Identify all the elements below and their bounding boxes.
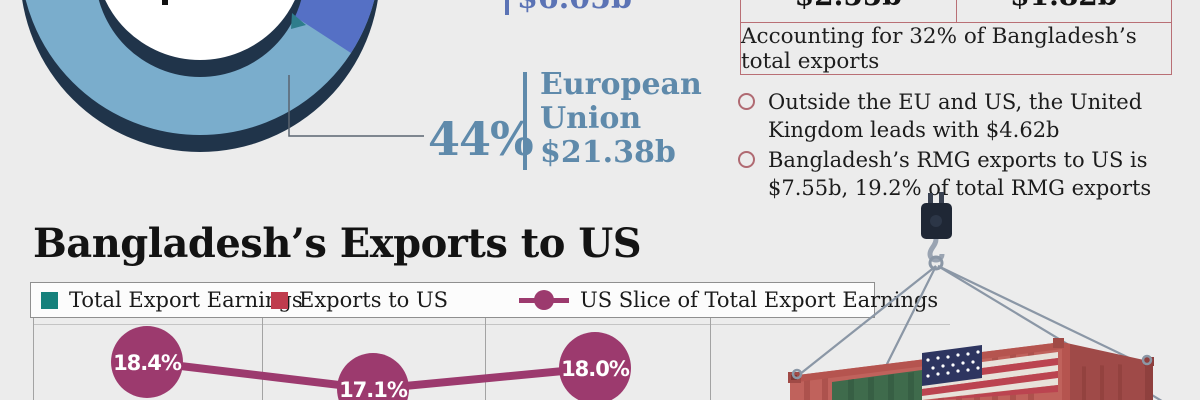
container-body <box>788 338 1154 400</box>
cropped-callout-value: $6.05b <box>517 0 632 16</box>
gridline-4 <box>710 318 711 400</box>
donut-chart <box>22 0 424 152</box>
svg-text:17.1%: 17.1% <box>339 378 408 400</box>
legend-label-total-export: Total Export Earnings <box>69 288 303 312</box>
stats-cell-2: $1.82b <box>955 0 1172 22</box>
callout-divider <box>523 72 527 170</box>
legend-label-exports-to-us: Exports to US <box>299 288 449 312</box>
section-title: Bangladesh’s Exports to US <box>33 220 642 267</box>
bullet-circle-icon <box>738 151 755 168</box>
us-flag <box>922 345 1058 400</box>
callout-value: $21.38b <box>540 135 676 170</box>
data-point-1: 18.4% <box>111 326 183 398</box>
red-swatch-icon <box>271 291 288 309</box>
bullet-1-line1: Outside the EU and US, the United <box>768 90 1143 114</box>
legend-item-us-slice: US Slice of Total Export Earnings <box>519 283 938 317</box>
data-point-3: 18.0% <box>559 332 631 400</box>
callout-label-line2: Union <box>540 101 642 136</box>
bullet-2-line1: Bangladesh’s RMG exports to US is <box>768 148 1148 172</box>
cropped-callout-divider <box>505 0 509 15</box>
line-chart: 18.4% 17.1% 18.0% <box>111 326 631 400</box>
stats-table-row: $2.55b $1.82b <box>741 0 1171 22</box>
data-point-2: 17.1% <box>337 353 409 400</box>
bullet-item-2: Bangladesh’s RMG exports to US is $7.55b… <box>738 146 1151 202</box>
container-illustration <box>788 192 1163 400</box>
gridline-3 <box>485 318 486 400</box>
legend-label-us-slice: US Slice of Total Export Earnings <box>580 288 939 312</box>
chart-legend: Total Export Earnings Exports to US US S… <box>30 282 938 318</box>
cropped-text-fragment <box>162 0 168 5</box>
callout-label: European Union $21.38b <box>540 68 702 170</box>
svg-text:18.0%: 18.0% <box>561 357 630 381</box>
donut-sliver <box>291 13 306 29</box>
green-band <box>832 370 922 400</box>
legend-item-exports-to-us: Exports to US <box>271 283 448 317</box>
stats-table: $2.55b $1.82b Accounting for 32% of Bang… <box>740 0 1172 75</box>
donut-slice-european-union <box>25 0 375 135</box>
gridline-2 <box>262 318 263 400</box>
bullet-2-line2: $7.55b, 19.2% of total RMG exports <box>768 176 1152 200</box>
bullet-circle-icon <box>738 93 755 110</box>
donut-callout-line <box>288 75 424 137</box>
legend-item-total-export: Total Export Earnings <box>41 283 303 317</box>
crane-hook-icon <box>921 192 952 271</box>
flag-stars <box>926 350 980 378</box>
bullet-text-1: Outside the EU and US, the United Kingdo… <box>768 88 1142 144</box>
gridline-1 <box>33 318 34 400</box>
line-dot-marker-icon <box>519 290 569 310</box>
stats-footer: Accounting for 32% of Bangladesh’s total… <box>741 22 1171 74</box>
teal-swatch-icon <box>41 291 58 309</box>
plot-top-border <box>33 324 950 325</box>
callout-percent: 44% <box>428 112 534 166</box>
stats-cell-1: $2.55b <box>741 0 956 22</box>
bullet-text-2: Bangladesh’s RMG exports to US is $7.55b… <box>768 146 1151 202</box>
bullet-item-1: Outside the EU and US, the United Kingdo… <box>738 88 1142 144</box>
container-side <box>1062 342 1153 400</box>
bullet-1-line2: Kingdom leads with $4.62b <box>768 118 1060 142</box>
callout-label-line1: European <box>540 67 702 102</box>
svg-text:18.4%: 18.4% <box>113 351 182 375</box>
donut-hole <box>105 0 295 60</box>
